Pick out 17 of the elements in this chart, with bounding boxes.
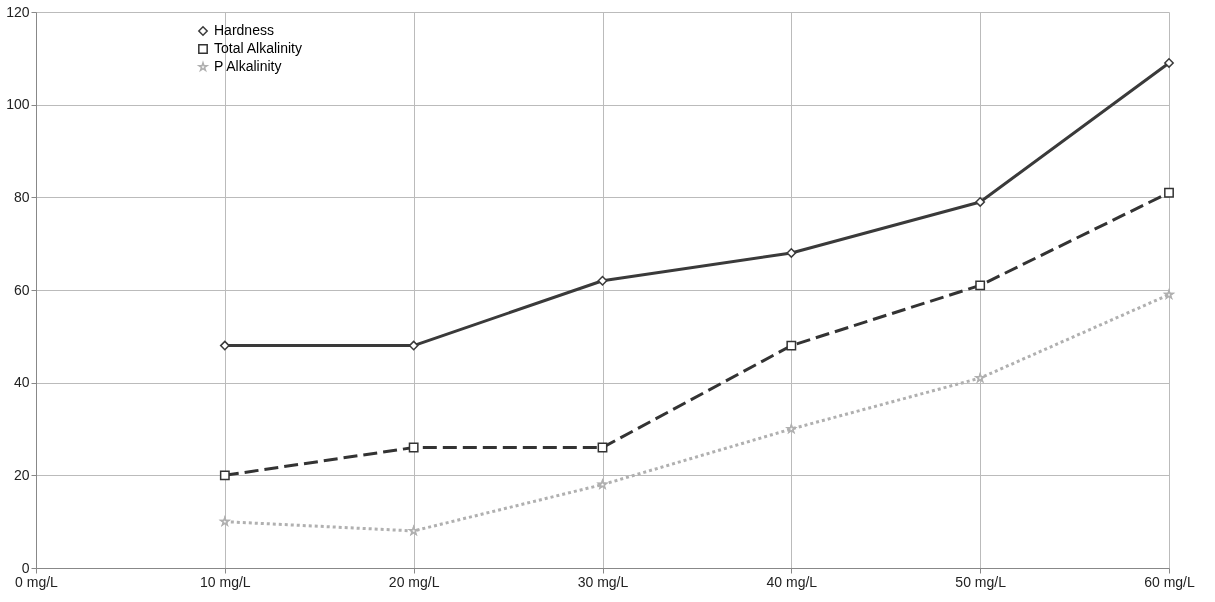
x-tick-label: 0 mg/L xyxy=(15,573,59,590)
x-tick-label: 10 mg/L xyxy=(200,573,251,590)
y-tick-label: 20 xyxy=(13,466,30,483)
y-tick-label: 80 xyxy=(13,188,30,205)
y-tick-label: 60 xyxy=(13,281,30,298)
y-tick-label: 40 xyxy=(13,374,30,391)
x-tick-label: 50 mg/L xyxy=(955,573,1007,590)
y-tick-label: 100 xyxy=(6,96,30,113)
x-tick-label: 40 mg/L xyxy=(766,573,818,590)
x-tick-label: 30 mg/L xyxy=(577,573,629,590)
x-tick-label: 60 mg/L xyxy=(1144,573,1195,590)
legend-label: P Alkalinity xyxy=(214,58,282,74)
legend-label: Hardness xyxy=(214,22,274,38)
legend-label: Total Alkalinity xyxy=(214,40,302,56)
y-tick-label: 0 xyxy=(21,559,30,576)
y-tick-label: 120 xyxy=(6,3,30,20)
x-tick-label: 20 mg/L xyxy=(388,573,440,590)
